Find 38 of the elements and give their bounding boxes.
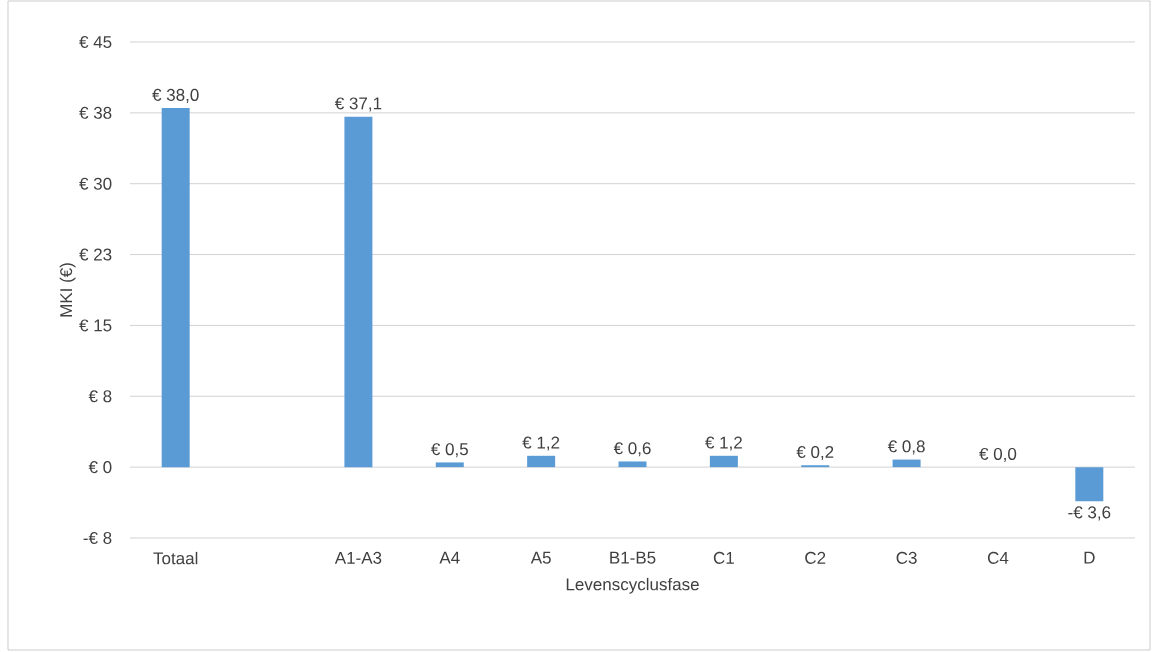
x-tick-label: Totaal [153,551,198,565]
x-axis-title: Levenscyclusfase [566,577,699,594]
bar [709,455,738,468]
y-tick-label: -€ 8 [83,531,112,545]
y-tick-label: € 8 [88,390,112,403]
y-tick-label: € 45 [79,35,112,49]
data-label: € 38,0 [152,88,199,103]
bar [1075,467,1104,502]
data-label: € 0,8 [887,440,925,455]
data-label: € 0,2 [796,445,834,461]
bar [161,108,190,468]
bar [892,459,921,468]
bar [435,462,464,468]
y-tick-label: € 0 [88,461,112,474]
data-label: € 37,1 [334,97,382,112]
bar [344,116,373,468]
y-tick-label: € 38 [79,106,112,119]
x-tick-label: B1-B5 [610,551,656,564]
x-tick-label: C1 [713,551,734,564]
data-label: -€ 3,6 [1068,506,1111,521]
x-tick-label: A1-A3 [334,551,382,564]
x-tick-label: C3 [896,551,917,564]
data-label: € 0,0 [979,447,1017,462]
bar [618,461,647,468]
data-label: € 0,5 [431,443,468,458]
bar [527,455,556,468]
x-tick-label: D [1084,551,1095,564]
y-tick-label: € 30 [79,177,112,190]
y-tick-label: € 23 [79,248,112,261]
y-axis-title: MKI (€) [59,263,76,317]
data-label: € 1,2 [705,436,742,451]
x-tick-label: C4 [987,551,1009,564]
data-label: € 0,6 [613,442,651,457]
x-tick-label: C2 [805,551,826,564]
x-tick-label: A4 [439,551,460,564]
y-tick-label: € 15 [79,319,112,332]
data-label: € 1,2 [522,436,560,451]
x-tick-label: A5 [530,551,551,564]
